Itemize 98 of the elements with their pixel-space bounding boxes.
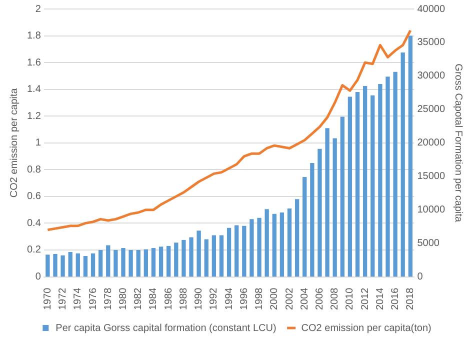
x-tick-label: 1986: [163, 287, 174, 310]
bar: [90, 253, 96, 277]
y2-tick-label: 0: [417, 272, 424, 283]
bar: [355, 92, 360, 277]
bar: [264, 209, 269, 277]
bar: [250, 219, 254, 277]
x-tick-label: 2010: [344, 287, 356, 310]
bar: [287, 208, 292, 277]
y2-tick-label: 25000: [417, 104, 446, 116]
bar: [121, 248, 126, 277]
y-tick-label: 1.2: [26, 110, 42, 122]
bar: [114, 250, 118, 277]
x-tick-label: 1994: [224, 287, 235, 310]
x-tick-label: 1990: [194, 287, 205, 310]
x-tick-label: 1984: [148, 287, 160, 310]
bar: [60, 255, 65, 277]
bar: [332, 138, 337, 277]
bar: [257, 218, 262, 277]
bar: [196, 230, 201, 277]
bar: [280, 212, 284, 277]
x-tick-label: 2000: [269, 287, 280, 310]
y-tick-label: 0.8: [26, 164, 42, 176]
bar: [408, 36, 412, 277]
y2-tick-label: 40000: [417, 4, 446, 15]
bar: [128, 250, 133, 277]
x-tick-label: 1982: [133, 287, 144, 310]
bar: [151, 248, 156, 277]
bar: [219, 235, 224, 277]
bar: [76, 253, 80, 277]
bar: [378, 84, 382, 277]
bar: [68, 252, 72, 277]
y-tick-label: 0.6: [26, 191, 42, 202]
y-tick-label: 0: [35, 272, 42, 283]
bar: [370, 95, 375, 277]
y2-tick-label: 20000: [417, 138, 446, 149]
x-tick-label: 2012: [360, 287, 371, 310]
y2-tick-label: 10000: [417, 204, 446, 216]
x-tick-label: 2006: [314, 287, 326, 310]
bar: [46, 254, 50, 277]
y-tick-label: 2: [35, 4, 42, 15]
x-tick-label: 1992: [208, 287, 220, 310]
y-tick-label: 1.8: [26, 30, 42, 42]
x-tick-label: 2008: [330, 287, 341, 310]
x-tick-label: 1996: [238, 287, 250, 310]
x-tick-label: 1998: [254, 287, 266, 310]
bar: [302, 177, 307, 277]
x-tick-label: 1988: [178, 287, 190, 310]
bar: [242, 226, 246, 277]
bar: [98, 250, 103, 277]
bar: [83, 256, 88, 277]
bar: [136, 250, 140, 277]
bar: [318, 148, 322, 277]
bar: [106, 245, 110, 277]
x-tick-label: 1974: [72, 287, 84, 310]
x-tick-label: 1978: [102, 287, 114, 310]
x-tick-label: 2016: [390, 287, 402, 310]
bar: [166, 246, 171, 277]
y-axis-title: CO2 emission per capita: [8, 88, 20, 198]
bar: [400, 52, 405, 277]
y2-tick-label: 30000: [417, 70, 446, 82]
bar: [158, 246, 164, 277]
y-tick-label: 0.2: [26, 244, 42, 256]
bar: [182, 240, 186, 277]
bar: [325, 128, 330, 277]
x-tick-label: 2004: [299, 287, 310, 310]
x-tick-label: 2002: [284, 287, 296, 310]
y-tick-label: 1.4: [26, 84, 42, 96]
y2-tick-label: 15000: [417, 171, 446, 182]
bar: [226, 228, 232, 277]
bar: [310, 162, 314, 277]
x-tick-label: 2014: [374, 287, 386, 310]
x-tick-label: 1970: [42, 287, 54, 310]
bar: [189, 237, 194, 277]
y2-tick-label: 35000: [417, 37, 446, 48]
bar: [294, 199, 300, 277]
x-tick-label: 2018: [405, 287, 416, 310]
x-tick-label: 1976: [88, 287, 99, 310]
y-tick-label: 1.6: [26, 57, 42, 68]
bar: [393, 72, 398, 277]
legend-label: CO2 emission per capita(ton): [301, 322, 432, 334]
bar: [348, 96, 352, 277]
bar: [174, 242, 178, 277]
x-tick-label: 1980: [118, 287, 129, 310]
bar: [272, 214, 276, 277]
x-tick-label: 1972: [58, 287, 69, 310]
bar: [386, 76, 390, 277]
bar: [204, 239, 208, 277]
bar: [212, 235, 216, 277]
y-tick-label: 1: [35, 138, 42, 149]
bar: [144, 249, 148, 277]
y-tick-label: 0.4: [26, 218, 42, 229]
bar: [340, 116, 344, 277]
bar: [53, 254, 58, 277]
legend-label: Per capita Gorss capital formation (constant LCU): [56, 322, 276, 334]
y2-tick-label: 5000: [417, 238, 440, 250]
bar: [234, 225, 239, 277]
y2-axis-title: Gross Capotal Formation per capita: [452, 64, 464, 223]
bar: [362, 86, 368, 277]
